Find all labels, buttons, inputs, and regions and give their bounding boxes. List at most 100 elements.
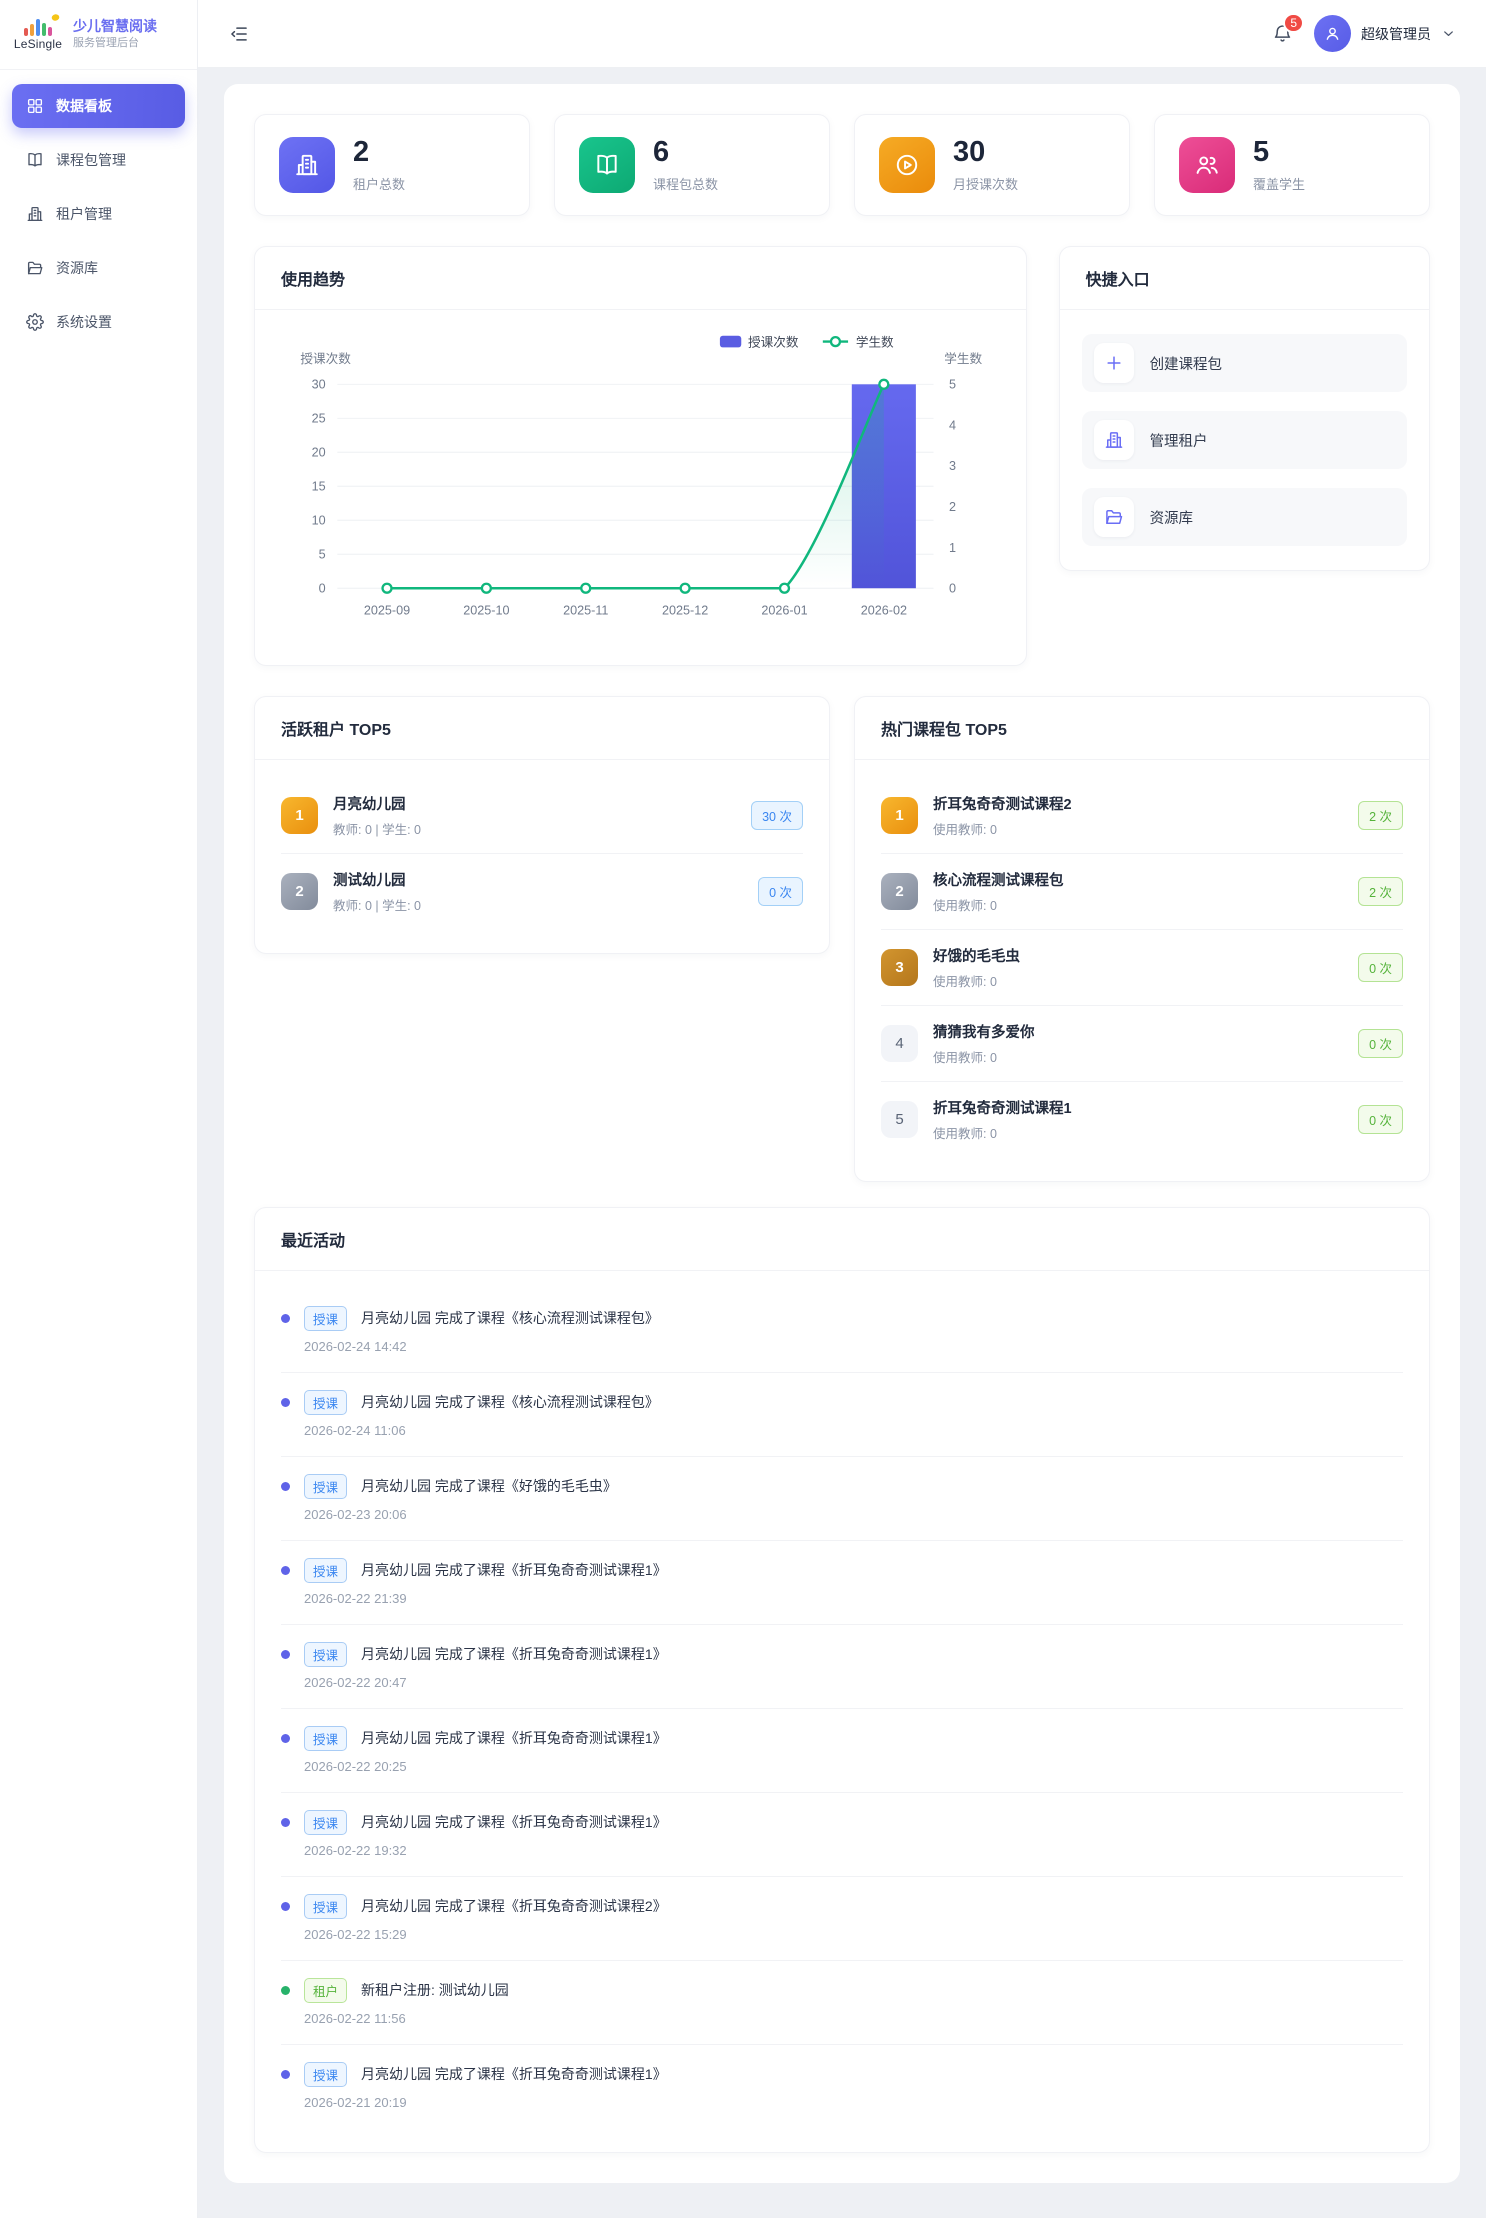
- user-name: 超级管理员: [1361, 25, 1431, 42]
- svg-text:5: 5: [319, 548, 326, 562]
- activity-dot-icon: [281, 1901, 290, 1911]
- quick-entry-label: 管理租户: [1149, 433, 1208, 450]
- activity-text: 月亮幼儿园 完成了课程《核心流程测试课程包》: [361, 1310, 659, 1327]
- svg-text:10: 10: [312, 514, 326, 528]
- sidebar-item-building[interactable]: 租户管理: [12, 192, 185, 236]
- activity-time: 2026-02-22 15:29: [304, 1926, 407, 1942]
- stat-value: 6: [653, 136, 670, 169]
- sidebar-item-label: 课程包管理: [56, 152, 126, 168]
- building-icon: [27, 206, 43, 222]
- svg-text:2025-10: 2025-10: [463, 603, 509, 617]
- notifications-button[interactable]: 5: [1268, 12, 1304, 48]
- rank-list-item[interactable]: 1 月亮幼儿园 教师: 0 | 学生: 0 30 次: [281, 778, 803, 854]
- rank-item-meta: 使用教师: 0: [933, 1126, 997, 1141]
- user-menu[interactable]: 超级管理员: [1314, 15, 1456, 52]
- activity-dot-icon: [281, 1817, 290, 1827]
- sidebar-item-label: 租户管理: [56, 206, 112, 222]
- line-marker-2026-02: [878, 378, 890, 390]
- quick-entry-plus[interactable]: 创建课程包: [1081, 334, 1407, 392]
- rank-item-name: 猜猜我有多爱你: [933, 1024, 1035, 1041]
- activity-item: 授课 月亮幼儿园 完成了课程《好饿的毛毛虫》 2026-02-23 20:06: [281, 1457, 1403, 1541]
- quick-entry-folder[interactable]: 资源库: [1081, 488, 1407, 546]
- svg-text:4: 4: [949, 418, 956, 432]
- rank-list-item[interactable]: 5 折耳兔奇奇测试课程1 使用教师: 0 0 次: [881, 1082, 1403, 1157]
- rank-item-meta: 使用教师: 0: [933, 974, 997, 989]
- activity-tag: 授课: [304, 1641, 348, 1667]
- usage-trend-chart: 0 5 10 15 20 25 30 0 1 2 3 4 5 授课次数 学生数 授课次数 学生数 2025-09 2…: [255, 310, 1026, 665]
- activity-tag: 授课: [304, 1893, 348, 1919]
- rank-list-item[interactable]: 4 猜猜我有多爱你 使用教师: 0 0 次: [881, 1006, 1403, 1082]
- line-marker-2025-09: [381, 582, 393, 594]
- activity-text: 月亮幼儿园 完成了课程《折耳兔奇奇测试课程1》: [361, 1562, 667, 1579]
- users-icon: [1196, 156, 1218, 174]
- activity-dot-icon: [281, 1733, 290, 1743]
- stat-cards-row: 2 租户总数 6 课程包总数 30 月授课次数 5 覆盖学生: [254, 114, 1430, 216]
- topbar: 5 超级管理员: [198, 0, 1486, 68]
- stat-label: 覆盖学生: [1253, 176, 1306, 192]
- line-marker-2026-01: [778, 582, 791, 594]
- stat-icon-tile: [279, 137, 335, 193]
- dashboard-icon: [27, 98, 43, 114]
- rank-badge: 2: [881, 872, 918, 910]
- building-icon: [1105, 432, 1122, 448]
- svg-text:1: 1: [949, 541, 956, 555]
- svg-text:0: 0: [319, 582, 326, 596]
- rank-item-meta: 使用教师: 0: [933, 1050, 997, 1065]
- rank-list-item[interactable]: 3 好饿的毛毛虫 使用教师: 0 0 次: [881, 930, 1403, 1006]
- svg-text:0: 0: [949, 582, 956, 596]
- bell-icon: [1274, 25, 1290, 42]
- activity-item: 授课 月亮幼儿园 完成了课程《折耳兔奇奇测试课程1》 2026-02-21 20…: [281, 2045, 1403, 2128]
- svg-text:20: 20: [312, 446, 326, 460]
- sidebar-item-folder[interactable]: 资源库: [12, 246, 185, 290]
- rank-item-name: 好饿的毛毛虫: [933, 948, 1020, 965]
- activity-dot-icon: [281, 2069, 290, 2079]
- stat-value: 5: [1253, 136, 1270, 169]
- recent-activity-card: 最近活动 授课 月亮幼儿园 完成了课程《核心流程测试课程包》 2026-02-2…: [254, 1206, 1430, 2153]
- count-badge: 0 次: [758, 876, 803, 906]
- dashboard-shell: 2 租户总数 6 课程包总数 30 月授课次数 5 覆盖学生 使用趋势 0 5 10…: [224, 84, 1460, 2183]
- usage-trend-card: 使用趋势 0 5 10 15 20 25 30 0 1 2 3 4 5 授课次数 学生数 授课次数 学生数 202…: [254, 246, 1027, 666]
- rank-item-meta: 使用教师: 0: [933, 822, 997, 837]
- svg-text:2025-11: 2025-11: [563, 603, 608, 617]
- svg-text:30: 30: [312, 378, 326, 392]
- quick-entry-icon-tile: [1093, 497, 1134, 537]
- person-icon: [1326, 27, 1339, 40]
- logo-spark-icon: [50, 12, 61, 23]
- quick-entry-building[interactable]: 管理租户: [1081, 411, 1407, 469]
- stat-card-users: 5 覆盖学生: [1154, 114, 1430, 216]
- rank-list-item[interactable]: 2 测试幼儿园 教师: 0 | 学生: 0 0 次: [281, 854, 803, 929]
- svg-text:2026-01: 2026-01: [761, 603, 807, 617]
- activity-text: 月亮幼儿园 完成了课程《核心流程测试课程包》: [361, 1394, 659, 1411]
- sidebar-collapse-button[interactable]: [222, 17, 256, 51]
- sidebar-item-dashboard[interactable]: 数据看板: [12, 84, 185, 128]
- activity-text: 月亮幼儿园 完成了课程《折耳兔奇奇测试课程1》: [361, 1646, 667, 1663]
- count-badge: 2 次: [1358, 876, 1403, 906]
- hot-packages-title: 热门课程包 TOP5: [881, 721, 1007, 739]
- activity-time: 2026-02-22 21:39: [304, 1590, 407, 1606]
- activity-time: 2026-02-22 20:25: [304, 1758, 407, 1774]
- usage-trend-title: 使用趋势: [281, 272, 346, 289]
- sidebar-item-label: 数据看板: [56, 98, 112, 114]
- line-marker-2025-10: [480, 582, 493, 594]
- quick-entry-label: 资源库: [1149, 510, 1194, 527]
- stat-card-book: 6 课程包总数: [554, 114, 830, 216]
- avatar: [1314, 15, 1351, 52]
- svg-text:2025-09: 2025-09: [364, 603, 410, 617]
- svg-text:2: 2: [949, 500, 956, 514]
- logo-bars-icon: [24, 12, 61, 36]
- sidebar-item-label: 系统设置: [56, 314, 112, 330]
- active-tenants-title: 活跃租户 TOP5: [281, 721, 391, 739]
- activity-dot-icon: [281, 1397, 290, 1407]
- activity-text: 月亮幼儿园 完成了课程《折耳兔奇奇测试课程1》: [361, 2066, 667, 2083]
- stat-value: 30: [953, 136, 986, 169]
- sidebar-item-gear[interactable]: 系统设置: [12, 300, 185, 344]
- count-badge: 0 次: [1358, 952, 1403, 982]
- quick-entry-title: 快捷入口: [1085, 272, 1150, 289]
- sidebar-item-book[interactable]: 课程包管理: [12, 138, 185, 182]
- rank-list-item[interactable]: 1 折耳兔奇奇测试课程2 使用教师: 0 2 次: [881, 778, 1403, 854]
- rank-list-item[interactable]: 2 核心流程测试课程包 使用教师: 0 2 次: [881, 854, 1403, 930]
- rank-badge: 1: [281, 796, 318, 834]
- activity-item: 授课 月亮幼儿园 完成了课程《折耳兔奇奇测试课程1》 2026-02-22 21…: [281, 1541, 1403, 1625]
- gear-icon: [26, 313, 44, 331]
- stat-icon-tile: [579, 137, 635, 193]
